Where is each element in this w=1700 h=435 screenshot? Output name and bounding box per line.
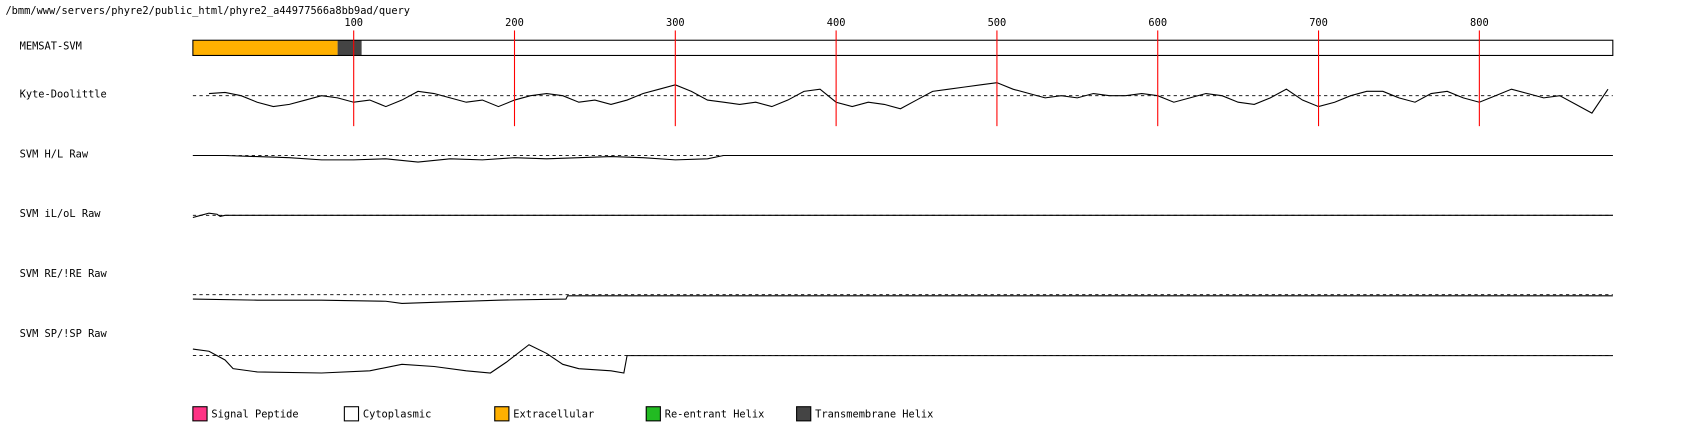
- trace: [192, 295, 1613, 304]
- x-tick-label: 600: [1148, 17, 1167, 29]
- topology-segment: [192, 40, 338, 56]
- x-tick-label: 500: [988, 17, 1007, 29]
- legend-swatch: [796, 406, 812, 422]
- topology-frame: [192, 39, 1614, 57]
- x-tick-label: 800: [1470, 17, 1489, 29]
- trace: [192, 344, 1613, 374]
- legend-swatch: [494, 406, 510, 422]
- legend-label: Extracellular: [513, 408, 594, 420]
- trace: [208, 82, 1609, 114]
- topology-segment: [361, 40, 1613, 56]
- legend-swatch: [343, 406, 360, 422]
- legend-swatch: [645, 406, 661, 422]
- legend-swatch: [192, 406, 208, 422]
- legend-label: Transmembrane Helix: [815, 408, 933, 420]
- track-label: Kyte-Doolittle: [20, 89, 107, 101]
- x-tick-label: 400: [827, 17, 846, 29]
- legend-label: Re-entrant Helix: [665, 408, 765, 420]
- track-label: SVM RE/!RE Raw: [20, 268, 108, 280]
- legend-label: Signal Peptide: [211, 408, 298, 420]
- track-label: SVM SP/!SP Raw: [20, 328, 108, 340]
- file-path: /bmm/www/servers/phyre2/public_html/phyr…: [5, 5, 410, 17]
- x-tick-label: 700: [1309, 17, 1328, 29]
- track-label: SVM iL/oL Raw: [20, 208, 102, 220]
- legend-label: Cytoplasmic: [363, 408, 431, 420]
- x-tick-label: 200: [505, 17, 524, 29]
- track-label: SVM H/L Raw: [20, 148, 89, 160]
- x-tick-label: 100: [344, 17, 363, 29]
- trace: [192, 154, 1613, 163]
- track-label: MEMSAT-SVM: [20, 41, 82, 53]
- trace: [192, 212, 1613, 219]
- x-tick-label: 300: [666, 17, 685, 29]
- topology-segment: [337, 40, 362, 56]
